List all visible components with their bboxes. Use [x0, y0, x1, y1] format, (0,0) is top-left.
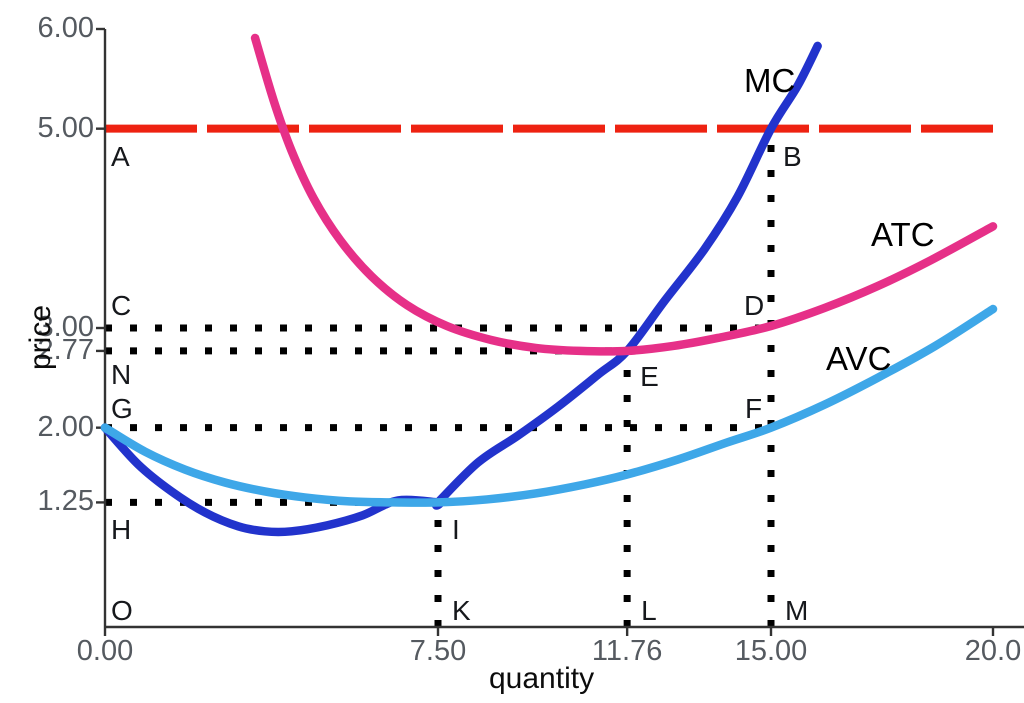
- y-tick-label: 1.25: [37, 485, 94, 518]
- point-B: B: [783, 140, 802, 172]
- point-A: A: [111, 140, 130, 172]
- y-tick-label: 2.77: [37, 333, 94, 366]
- curves-group: [100, 33, 998, 537]
- curve-label-mc: MC: [744, 62, 796, 99]
- point-K: K: [452, 595, 471, 626]
- y-tick-label: 6.00: [37, 12, 94, 44]
- curve-avc: [100, 304, 998, 507]
- axes-group: [96, 27, 1024, 636]
- point-O: O: [111, 595, 133, 626]
- point-H: H: [111, 514, 132, 546]
- point-M: M: [785, 595, 809, 626]
- x-tick-label: 20.0: [964, 635, 1022, 667]
- guide-lines-group: [105, 124, 993, 627]
- x-tick-label: 15.00: [734, 635, 808, 667]
- x-axis-title: quantity: [489, 662, 595, 695]
- point-G: G: [111, 392, 133, 424]
- point-L: L: [641, 595, 657, 626]
- point-I: I: [452, 514, 460, 546]
- point-C: C: [111, 290, 132, 321]
- curve-mc: [100, 41, 822, 537]
- x-tick-label: 11.76: [591, 635, 663, 667]
- point-N: N: [111, 358, 132, 390]
- point-E: E: [640, 360, 659, 392]
- y-axis-title: price: [24, 304, 57, 370]
- point-F: F: [745, 392, 763, 424]
- y-tick-label: 3.00: [37, 311, 94, 343]
- point-D: D: [744, 290, 765, 321]
- y-tick-label: 2.00: [37, 410, 94, 443]
- curve-label-avc: AVC: [826, 340, 892, 377]
- x-tick-label: 7.50: [409, 635, 467, 667]
- y-tick-label: 5.00: [37, 111, 94, 144]
- curve-atc: [250, 33, 998, 356]
- curve-label-atc: ATC: [871, 216, 935, 253]
- x-tick-label: 0.00: [76, 635, 134, 667]
